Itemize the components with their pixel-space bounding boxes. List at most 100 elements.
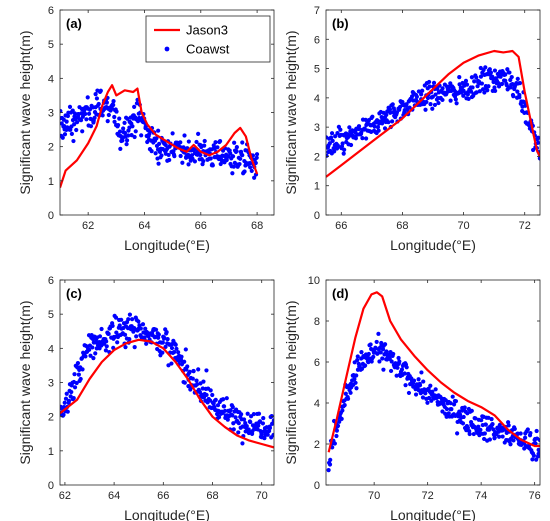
coawst-point	[125, 116, 130, 121]
coawst-point	[186, 139, 191, 144]
coawst-point	[355, 354, 360, 359]
coawst-point	[395, 365, 400, 370]
coawst-point	[191, 369, 196, 374]
coawst-point	[332, 149, 337, 154]
coawst-point	[463, 78, 469, 83]
coawst-point	[270, 421, 274, 426]
coawst-point	[391, 351, 396, 357]
coawst-point	[120, 138, 125, 143]
coawst-point	[488, 70, 494, 75]
coawst-point	[202, 138, 207, 144]
coawst-point	[330, 138, 335, 143]
coawst-point	[196, 367, 201, 372]
coawst-point	[486, 84, 491, 89]
coawst-point	[360, 135, 365, 141]
legend-coawst-swatch	[164, 46, 170, 52]
coawst-point	[517, 80, 523, 86]
coawst-point	[436, 100, 441, 106]
coawst-point	[427, 79, 432, 85]
coawst-point	[430, 106, 435, 111]
y-tick-label: 5	[48, 309, 54, 321]
coawst-point	[65, 409, 70, 414]
coawst-point	[114, 109, 119, 114]
coawst-point	[536, 135, 540, 140]
y-tick-label: 7	[314, 5, 320, 17]
coawst-point	[248, 419, 253, 425]
coawst-point	[406, 390, 412, 396]
coawst-point	[240, 441, 245, 446]
coawst-point	[213, 397, 218, 402]
coawst-point	[253, 160, 258, 166]
coawst-point	[132, 345, 137, 350]
coawst-point	[208, 388, 213, 393]
coawst-point	[537, 438, 540, 443]
coawst-point	[239, 412, 244, 417]
coawst-point	[66, 398, 72, 403]
coawst-point	[75, 361, 81, 366]
coawst-point	[91, 356, 96, 361]
coawst-point	[80, 129, 85, 134]
coawst-point	[163, 344, 168, 349]
coawst-point	[167, 157, 172, 163]
coawst-point	[231, 421, 236, 426]
coawst-point	[69, 131, 74, 136]
coawst-point	[149, 149, 154, 154]
coawst-point	[421, 379, 426, 384]
y-tick-label: 3	[48, 108, 54, 120]
coawst-point	[231, 164, 236, 169]
plot-marks	[326, 291, 540, 473]
plot-marks	[60, 84, 260, 189]
coawst-point	[457, 74, 462, 80]
y-axis-label: Significant wave height(m)	[17, 30, 33, 194]
coawst-point	[390, 119, 395, 124]
legend-coawst-label: Coawst	[186, 42, 230, 57]
coawst-point	[236, 421, 241, 426]
coawst-point	[230, 154, 236, 159]
coawst-point	[132, 104, 137, 109]
coawst-point	[64, 391, 69, 396]
coawst-point	[160, 340, 165, 345]
coawst-point	[217, 139, 223, 144]
coawst-point	[380, 356, 385, 361]
coawst-point	[483, 65, 488, 70]
coawst-point	[228, 151, 233, 156]
coawst-point	[384, 112, 389, 117]
coawst-point	[472, 79, 477, 84]
coawst-point	[384, 349, 389, 354]
coawst-point	[228, 408, 233, 413]
coawst-point	[138, 326, 143, 331]
y-tick-label: 8	[314, 316, 320, 328]
coawst-point	[433, 387, 438, 392]
coawst-point	[449, 407, 454, 412]
coawst-point	[163, 142, 168, 148]
coawst-point	[357, 363, 362, 369]
coawst-point	[218, 161, 223, 167]
coawst-point	[260, 421, 266, 426]
jason3-line	[326, 49, 540, 178]
y-tick-label: 6	[314, 357, 320, 369]
coawst-point	[240, 140, 245, 145]
coawst-point	[87, 107, 93, 112]
coawst-point	[490, 422, 495, 427]
coawst-point	[224, 157, 229, 163]
coawst-point	[190, 156, 195, 161]
coawst-point	[251, 412, 256, 417]
coawst-point	[496, 80, 501, 86]
y-tick-label: 10	[308, 275, 320, 287]
coawst-point	[414, 94, 419, 99]
plot-marks	[60, 312, 274, 449]
coawst-point	[93, 351, 98, 356]
coawst-point	[182, 133, 187, 138]
coawst-point	[511, 438, 516, 443]
coawst-point	[534, 428, 539, 434]
x-tick-label: 64	[108, 490, 120, 502]
x-tick-label: 70	[368, 490, 380, 502]
coawst-point	[413, 392, 419, 397]
coawst-point	[153, 327, 159, 332]
coawst-point	[382, 342, 388, 347]
x-tick-label: 70	[256, 490, 268, 502]
x-tick-label: 72	[519, 220, 531, 232]
coawst-point	[133, 129, 138, 134]
coawst-point	[380, 347, 386, 352]
coawst-point	[432, 102, 438, 108]
